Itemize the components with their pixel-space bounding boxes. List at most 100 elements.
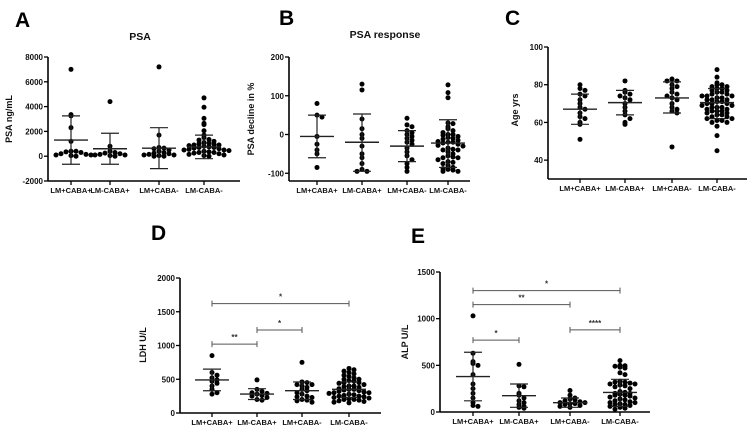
panel-b: B PSA response PSA decline in % 200 100 0 -100… xyxy=(246,7,470,195)
data-point xyxy=(440,155,446,161)
significance-label: ** xyxy=(518,294,525,303)
data-point xyxy=(356,380,362,386)
data-point xyxy=(112,153,118,159)
data-point xyxy=(450,154,456,160)
x-tick-label: LM+CABA+ xyxy=(452,417,494,426)
data-point xyxy=(440,132,446,138)
x-tick-label: LM+CABA- xyxy=(282,418,322,427)
y-tick-label: 4000 xyxy=(25,103,43,112)
data-point xyxy=(521,405,527,411)
data-point xyxy=(351,371,357,377)
data-point xyxy=(699,93,705,99)
data-point xyxy=(221,152,227,158)
data-point xyxy=(617,364,623,370)
data-point xyxy=(361,394,367,400)
data-point xyxy=(704,116,710,122)
data-point xyxy=(714,133,720,139)
data-point xyxy=(714,123,720,129)
data-point xyxy=(216,151,222,157)
data-point xyxy=(709,84,715,90)
data-point xyxy=(409,124,415,130)
data-point xyxy=(724,91,730,97)
data-point xyxy=(622,121,628,127)
data-point xyxy=(516,361,522,367)
panel-letter: E xyxy=(411,225,425,248)
x-tick-label: LM+CABA- xyxy=(387,186,427,195)
data-point xyxy=(632,400,638,406)
data-point xyxy=(409,157,415,163)
data-point xyxy=(627,399,633,405)
data-point xyxy=(724,97,730,103)
data-point xyxy=(404,122,410,128)
data-point xyxy=(361,382,367,388)
data-point xyxy=(435,157,441,163)
data-point xyxy=(331,390,337,396)
y-tick-label: 2000 xyxy=(25,127,43,136)
x-tick-label: LM-CABA+ xyxy=(90,186,130,195)
data-point xyxy=(521,384,527,390)
data-point xyxy=(309,394,315,400)
panel-letter: B xyxy=(279,7,294,30)
data-point xyxy=(612,392,618,398)
x-tick-label: LM-CABA+ xyxy=(605,184,645,193)
data-point xyxy=(336,388,342,394)
data-point xyxy=(622,78,628,84)
y-axis-label: PSA decline in % xyxy=(246,83,256,156)
data-point xyxy=(704,110,710,116)
data-point xyxy=(259,388,265,394)
data-point xyxy=(475,362,481,368)
data-point xyxy=(612,406,618,412)
x-tick-label: LM+CABA+ xyxy=(296,186,338,195)
data-point xyxy=(209,391,215,397)
data-point xyxy=(714,118,720,124)
data-point xyxy=(341,372,347,378)
data-point xyxy=(249,393,255,399)
data-point xyxy=(259,397,265,403)
data-point xyxy=(450,159,456,165)
data-point xyxy=(572,401,578,407)
data-point xyxy=(719,99,725,105)
data-point xyxy=(674,84,680,90)
data-point xyxy=(319,114,325,120)
data-point xyxy=(209,353,215,359)
data-point xyxy=(351,378,357,384)
data-point xyxy=(709,119,715,125)
y-tick-label: 500 xyxy=(422,361,436,370)
significance-label: * xyxy=(279,293,283,302)
data-point xyxy=(724,110,730,116)
data-point xyxy=(440,147,446,153)
data-point xyxy=(582,116,588,122)
data-point xyxy=(341,397,347,402)
data-point xyxy=(409,133,415,139)
data-point xyxy=(102,150,108,156)
data-point xyxy=(632,395,638,401)
data-point xyxy=(669,76,675,82)
data-point xyxy=(714,74,720,80)
data-point xyxy=(440,161,446,167)
data-point xyxy=(627,91,633,97)
data-point xyxy=(294,394,300,400)
y-axis-label: PSA ng/mL xyxy=(4,95,14,143)
chart-title: PSA response xyxy=(350,29,421,41)
data-point xyxy=(450,121,456,127)
data-point xyxy=(331,394,337,400)
data-point xyxy=(607,394,613,400)
data-point xyxy=(206,153,212,159)
data-point xyxy=(719,104,725,110)
data-point xyxy=(351,397,357,402)
data-point xyxy=(201,115,207,121)
y-tick-label: 2000 xyxy=(157,274,175,283)
data-point xyxy=(351,367,357,373)
significance-label: ** xyxy=(231,333,238,342)
x-tick-label: LM+CABA- xyxy=(550,417,590,426)
data-point xyxy=(622,383,628,389)
data-point xyxy=(336,398,342,404)
panel-e: E ALP U/L 1500 1000 500 0 LM+CABA+ LM-CABA+ LM+C… xyxy=(400,225,650,426)
data-point xyxy=(63,149,69,155)
data-point xyxy=(201,95,207,101)
data-point xyxy=(151,153,157,159)
data-point xyxy=(622,402,628,408)
panel-c: C Age yrs 100 80 60 40 LM+CABA+ LM-CABA+ LM+CABA… xyxy=(505,7,747,193)
data-point xyxy=(88,152,94,158)
data-point xyxy=(445,82,451,88)
